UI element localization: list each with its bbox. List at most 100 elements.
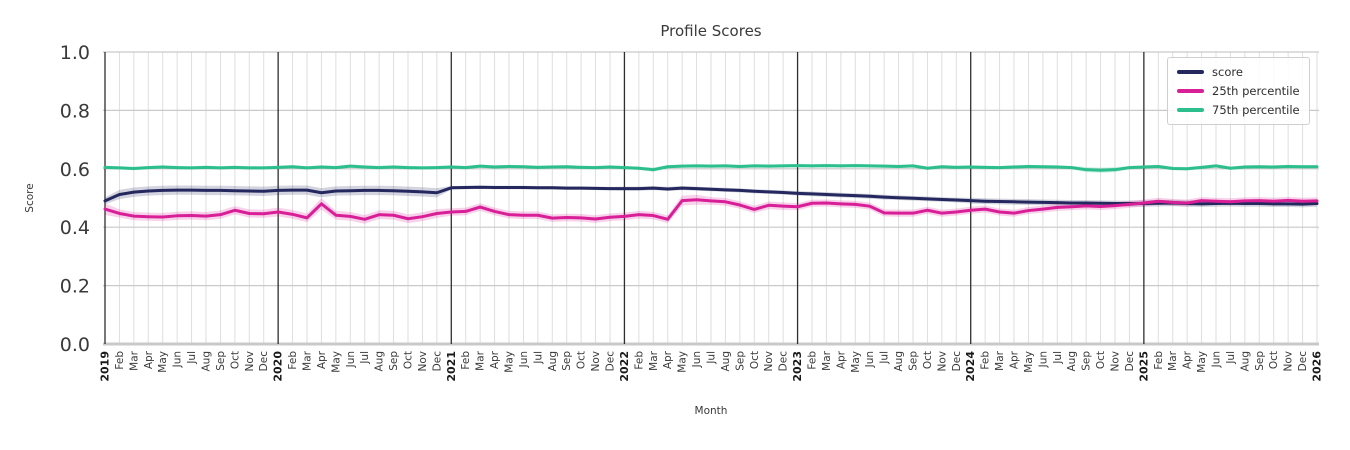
svg-text:Nov: Nov bbox=[590, 351, 602, 372]
svg-text:0.2: 0.2 bbox=[60, 276, 90, 298]
svg-text:Nov: Nov bbox=[417, 351, 429, 372]
svg-text:Apr: Apr bbox=[1009, 350, 1021, 369]
y-axis-label: Score bbox=[24, 183, 36, 213]
legend-label: score bbox=[1212, 65, 1243, 79]
band-1 bbox=[105, 194, 1317, 224]
svg-text:Nov: Nov bbox=[1283, 351, 1295, 372]
legend-label: 75th percentile bbox=[1212, 103, 1300, 117]
svg-text:Jul: Jul bbox=[532, 351, 544, 365]
svg-text:Sep: Sep bbox=[215, 351, 227, 371]
svg-text:Mar: Mar bbox=[821, 350, 833, 370]
svg-text:Jun: Jun bbox=[864, 351, 876, 368]
svg-text:Jun: Jun bbox=[345, 351, 357, 368]
svg-text:2020: 2020 bbox=[272, 351, 285, 382]
svg-text:2024: 2024 bbox=[964, 351, 977, 382]
svg-text:Apr: Apr bbox=[489, 350, 501, 369]
svg-text:Feb: Feb bbox=[980, 351, 992, 370]
svg-text:2026: 2026 bbox=[1311, 351, 1324, 382]
year-gridlines bbox=[104, 52, 1145, 344]
svg-text:Oct: Oct bbox=[922, 351, 934, 369]
svg-text:Aug: Aug bbox=[1239, 351, 1251, 372]
svg-text:Jul: Jul bbox=[1052, 351, 1064, 365]
svg-text:Oct: Oct bbox=[1268, 351, 1280, 369]
series-line-0 bbox=[103, 185, 1319, 206]
svg-text:Aug: Aug bbox=[201, 351, 213, 372]
svg-text:Nov: Nov bbox=[1110, 351, 1122, 372]
svg-text:May: May bbox=[1196, 351, 1208, 373]
svg-text:0.4: 0.4 bbox=[60, 217, 90, 239]
svg-text:Mar: Mar bbox=[994, 350, 1006, 370]
svg-text:Jul: Jul bbox=[1225, 351, 1237, 365]
svg-text:Sep: Sep bbox=[1254, 351, 1266, 371]
svg-text:Apr: Apr bbox=[662, 350, 674, 369]
svg-text:2025: 2025 bbox=[1137, 351, 1150, 382]
chart-title: Profile Scores bbox=[660, 22, 762, 40]
svg-text:Oct: Oct bbox=[403, 351, 415, 369]
svg-text:Nov: Nov bbox=[936, 351, 948, 372]
x-axis-label: Month bbox=[694, 405, 728, 417]
legend-label: 25th percentile bbox=[1212, 84, 1300, 98]
svg-text:Dec: Dec bbox=[431, 351, 443, 372]
svg-text:1.0: 1.0 bbox=[60, 42, 90, 64]
svg-text:Jul: Jul bbox=[186, 351, 198, 365]
svg-text:Aug: Aug bbox=[893, 351, 905, 372]
svg-text:Apr: Apr bbox=[835, 350, 847, 369]
legend: score 25th percentile 75th percentile bbox=[1167, 57, 1310, 125]
svg-text:Sep: Sep bbox=[388, 351, 400, 371]
svg-text:Jul: Jul bbox=[706, 351, 718, 365]
svg-text:Jun: Jun bbox=[518, 351, 530, 368]
month-gridlines bbox=[118, 52, 1318, 344]
svg-text:Dec: Dec bbox=[1297, 351, 1309, 372]
svg-text:2023: 2023 bbox=[791, 351, 804, 382]
svg-text:Feb: Feb bbox=[287, 351, 299, 370]
svg-text:Dec: Dec bbox=[605, 351, 617, 372]
legend-item-25th-percentile: 25th percentile bbox=[1177, 84, 1300, 98]
svg-text:Feb: Feb bbox=[114, 351, 126, 370]
x-tick-labels: 2019 Feb Mar Apr May Jun Jul Aug Sep Oct Nov Dec 202… bbox=[99, 350, 1324, 381]
svg-text:Oct: Oct bbox=[576, 351, 588, 369]
svg-text:2021: 2021 bbox=[445, 351, 458, 382]
svg-text:Feb: Feb bbox=[460, 351, 472, 370]
legend-swatch-icon bbox=[1177, 70, 1204, 74]
svg-text:Dec: Dec bbox=[951, 351, 963, 372]
svg-text:0.0: 0.0 bbox=[60, 334, 90, 356]
svg-text:Jun: Jun bbox=[1211, 351, 1223, 368]
svg-text:May: May bbox=[1023, 351, 1035, 373]
svg-text:Aug: Aug bbox=[720, 351, 732, 372]
svg-text:Aug: Aug bbox=[374, 351, 386, 372]
svg-text:Sep: Sep bbox=[734, 351, 746, 371]
y-tick-labels: 0.0 0.2 0.4 0.6 0.8 1.0 bbox=[60, 42, 90, 356]
svg-text:Apr: Apr bbox=[1182, 350, 1194, 369]
svg-text:May: May bbox=[677, 351, 689, 373]
legend-item-score: score bbox=[1177, 65, 1300, 79]
svg-text:Jun: Jun bbox=[172, 351, 184, 368]
svg-text:Apr: Apr bbox=[316, 350, 328, 369]
svg-text:Feb: Feb bbox=[807, 351, 819, 370]
svg-text:2022: 2022 bbox=[618, 351, 631, 382]
svg-text:Jul: Jul bbox=[359, 351, 371, 365]
svg-text:Oct: Oct bbox=[1095, 351, 1107, 369]
svg-text:Dec: Dec bbox=[258, 351, 270, 372]
svg-text:May: May bbox=[330, 351, 342, 373]
svg-text:Dec: Dec bbox=[778, 351, 790, 372]
svg-text:Feb: Feb bbox=[633, 351, 645, 370]
svg-text:Mar: Mar bbox=[475, 350, 487, 370]
svg-text:Dec: Dec bbox=[1124, 351, 1136, 372]
svg-text:Jun: Jun bbox=[691, 351, 703, 368]
svg-text:Sep: Sep bbox=[561, 351, 573, 371]
svg-text:Mar: Mar bbox=[1167, 350, 1179, 370]
svg-text:Oct: Oct bbox=[229, 351, 241, 369]
series-line-1 bbox=[103, 198, 1319, 221]
svg-text:Mar: Mar bbox=[648, 350, 660, 370]
svg-text:2019: 2019 bbox=[99, 351, 112, 382]
svg-text:Aug: Aug bbox=[547, 351, 559, 372]
svg-text:0.6: 0.6 bbox=[60, 159, 90, 181]
svg-text:Jul: Jul bbox=[879, 351, 891, 365]
svg-text:Aug: Aug bbox=[1066, 351, 1078, 372]
svg-text:May: May bbox=[157, 351, 169, 373]
svg-text:Jun: Jun bbox=[1037, 351, 1049, 368]
svg-text:Sep: Sep bbox=[1081, 351, 1093, 371]
svg-text:0.8: 0.8 bbox=[60, 100, 90, 122]
svg-text:Mar: Mar bbox=[128, 350, 140, 370]
